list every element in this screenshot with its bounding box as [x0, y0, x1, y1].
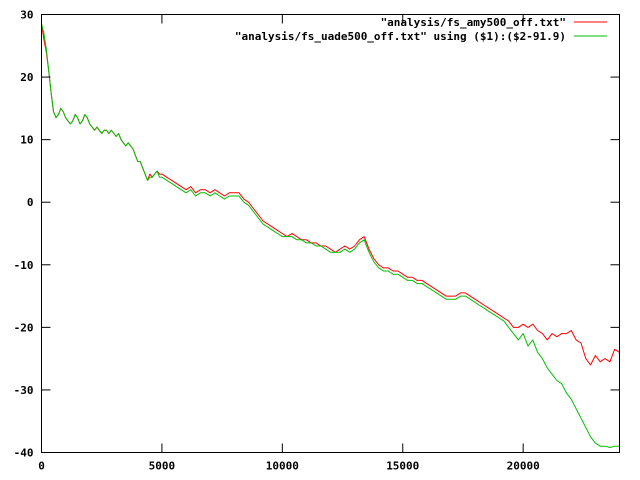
y-tick-label: -30 — [14, 384, 34, 397]
y-tick-label: 10 — [20, 134, 33, 147]
series-lines — [41, 23, 620, 448]
y-tick-label: 0 — [27, 196, 34, 209]
x-tick-label: 20000 — [507, 460, 540, 473]
y-tick-label: -20 — [14, 321, 34, 334]
y-tick-label: 20 — [20, 71, 33, 84]
y-tick-label: -10 — [14, 259, 34, 272]
x-tick-label: 0 — [38, 460, 45, 473]
legend-label-1: "analysis/fs_amy500_off.txt" — [381, 16, 566, 29]
y-tick-label: 30 — [20, 9, 33, 22]
y-tick-label: -40 — [14, 447, 34, 460]
plot-frame — [41, 14, 620, 453]
x-tick-label: 10000 — [266, 460, 299, 473]
legend: "analysis/fs_amy500_off.txt""analysis/fs… — [235, 16, 607, 43]
x-tick-label: 15000 — [386, 460, 419, 473]
axis-ticks: 30 20 10 0 -10 -20 -30 -40 0 5000 10000 15000 20000 — [14, 9, 620, 473]
series-line-1 — [41, 23, 620, 366]
legend-label-2: "analysis/fs_uade500_off.txt" using ($1)… — [235, 30, 566, 43]
series-line-2 — [41, 23, 620, 448]
x-tick-label: 5000 — [149, 460, 176, 473]
